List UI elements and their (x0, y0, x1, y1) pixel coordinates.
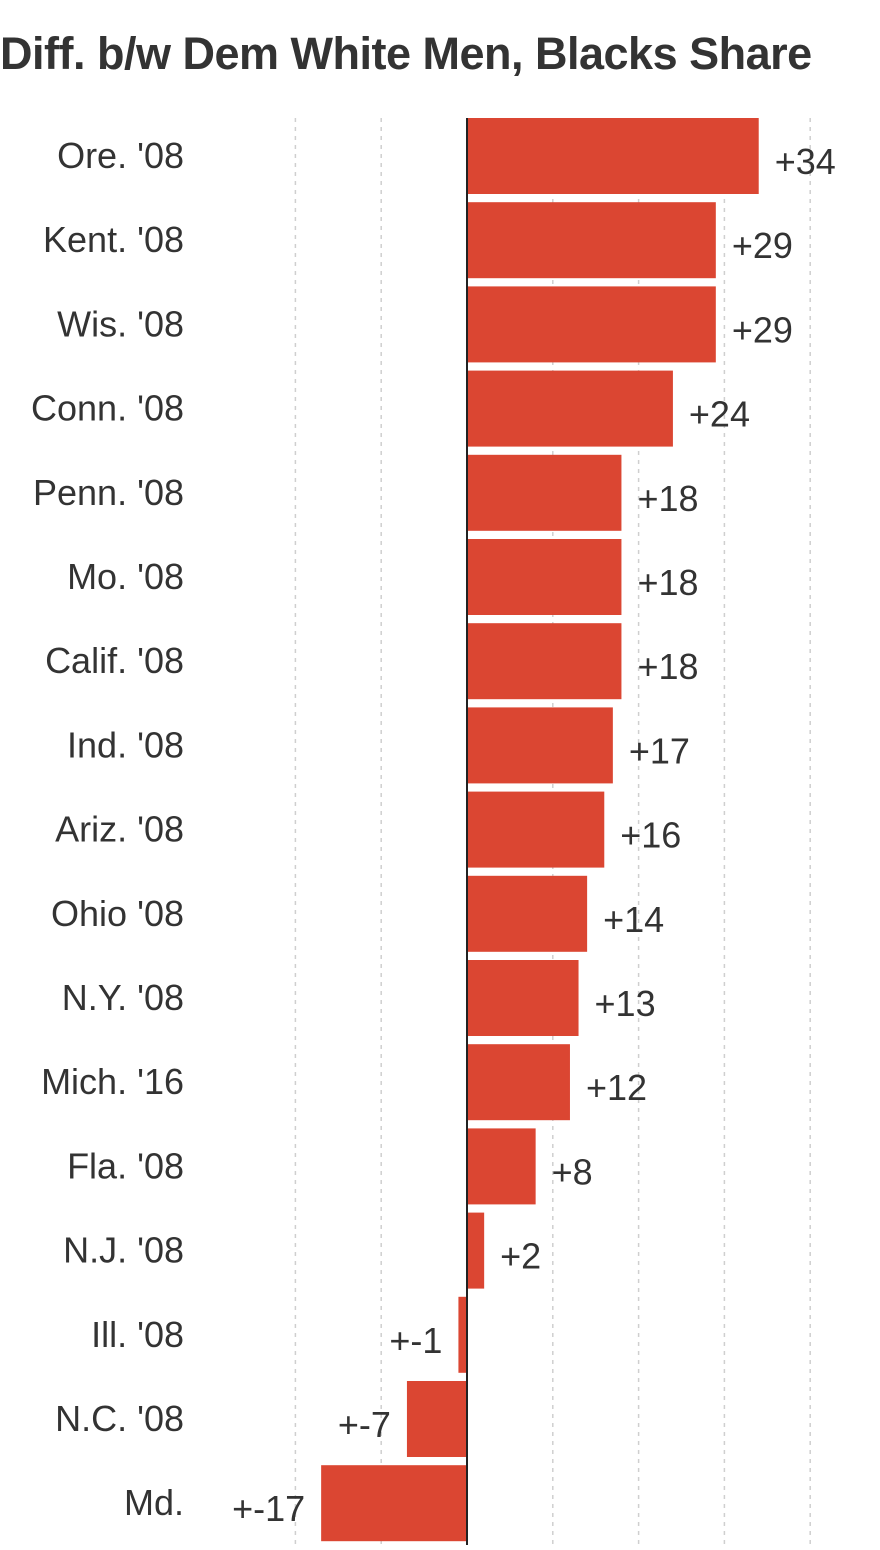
bar (467, 960, 579, 1036)
value-label: +18 (637, 478, 698, 519)
value-label: +18 (637, 646, 698, 687)
bar (467, 454, 622, 531)
category-label: N.Y. '08 (62, 977, 184, 1018)
value-label: +14 (603, 899, 664, 940)
bar (467, 707, 613, 784)
bar (467, 1128, 536, 1205)
value-label: +29 (732, 225, 793, 266)
value-label: +-7 (338, 1404, 391, 1445)
category-label: Md. (124, 1482, 184, 1523)
category-label: Calif. '08 (45, 640, 184, 681)
value-label: +8 (552, 1151, 593, 1192)
category-label: Ariz. '08 (55, 809, 184, 850)
category-label: Mo. '08 (67, 556, 184, 597)
value-label: +12 (586, 1067, 647, 1108)
bar (406, 1381, 467, 1457)
bar (467, 370, 673, 447)
value-label: +29 (732, 309, 793, 350)
bar (458, 1296, 467, 1373)
bar (467, 875, 588, 952)
category-label: Ind. '08 (67, 724, 184, 765)
value-label: +18 (637, 562, 698, 603)
value-label: +16 (620, 815, 681, 856)
category-label: Penn. '08 (33, 472, 184, 513)
category-label: Ill. '08 (91, 1314, 184, 1355)
bars (321, 118, 759, 1542)
category-label: Ore. '08 (57, 135, 184, 176)
bar (467, 1044, 570, 1121)
value-label: +-17 (232, 1488, 305, 1529)
value-label: +-1 (389, 1320, 442, 1361)
bar (467, 539, 622, 615)
bar (467, 202, 716, 279)
bar (321, 1465, 467, 1542)
value-label: +24 (689, 394, 750, 435)
category-labels: Ore. '08 Kent. '08 Wis. '08 Conn. '08 Penn. … (31, 135, 184, 1523)
bar (467, 118, 759, 194)
category-label: Conn. '08 (31, 388, 184, 429)
value-labels: +34 +29 +29 +24 +18 +18 +18 +17 +16 +14 +13 +12 +8 +2… (232, 141, 836, 1529)
bar (467, 623, 622, 700)
value-label: +17 (629, 730, 690, 771)
category-label: Mich. '16 (41, 1061, 184, 1102)
category-label: Fla. '08 (67, 1145, 184, 1186)
value-label: +34 (775, 141, 836, 182)
category-label: Kent. '08 (43, 219, 184, 260)
bar (467, 791, 605, 868)
chart-title: Diff. b/w Dem White Men, Blacks Share (0, 28, 812, 79)
category-label: Ohio '08 (51, 893, 184, 934)
category-label: N.J. '08 (63, 1230, 184, 1271)
category-label: Wis. '08 (57, 303, 184, 344)
bar (467, 1212, 485, 1289)
category-label: N.C. '08 (55, 1398, 184, 1439)
bar (467, 286, 716, 363)
value-label: +13 (595, 983, 656, 1024)
value-label: +2 (500, 1236, 541, 1277)
